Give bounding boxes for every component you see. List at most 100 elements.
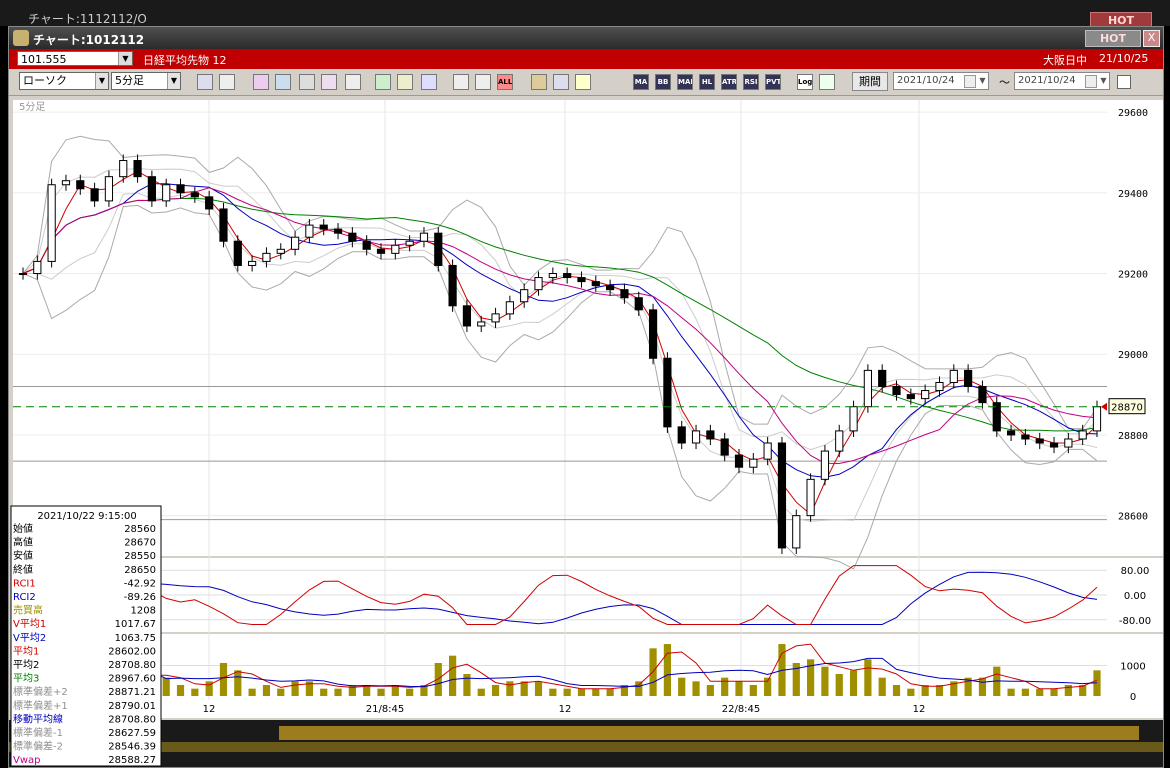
- window-titlebar[interactable]: チャート:1012112 HOT X: [9, 27, 1163, 49]
- candle-body: [76, 180, 85, 190]
- candle-body: [648, 309, 658, 359]
- volume-bar: [363, 685, 371, 696]
- candle-body: [1092, 406, 1102, 432]
- volume-bar: [921, 685, 929, 696]
- close-icon[interactable]: X: [1143, 30, 1160, 47]
- bollinger-upper2: [22, 135, 1098, 430]
- volume-tick-label: 1000: [1120, 661, 1145, 672]
- volume-bar: [849, 670, 858, 696]
- overview-range-bar: [279, 726, 1139, 740]
- data-window-value: 1208: [131, 606, 156, 617]
- candle-body: [233, 240, 242, 266]
- export-icon[interactable]: [819, 74, 835, 90]
- volume-bar: [1064, 685, 1072, 696]
- volume-bar: [807, 659, 815, 696]
- instrument-info-row: 101.555 ▼ 日経平均先物 12 大阪日中 21/10/25: [9, 49, 1163, 69]
- price-axis-bg: [1107, 100, 1163, 556]
- candle-body: [563, 273, 572, 279]
- draw-icon[interactable]: [375, 74, 391, 90]
- rci2-line: [23, 571, 1098, 625]
- search-icon[interactable]: [275, 74, 291, 90]
- chevron-down-icon[interactable]: ▼: [95, 73, 108, 89]
- palette-icon[interactable]: [575, 74, 591, 90]
- range-checkbox[interactable]: [1117, 75, 1131, 89]
- bb-button[interactable]: BB: [655, 74, 671, 90]
- log-button[interactable]: Log: [797, 74, 813, 90]
- background-window-title: チャート:1112112/O: [28, 12, 147, 26]
- volume-bar: [950, 681, 958, 696]
- candle-body: [577, 277, 586, 283]
- date-to-input[interactable]: 2021/10/24 ▼: [1014, 72, 1110, 90]
- candle-body: [835, 430, 844, 452]
- candle-body: [47, 184, 56, 262]
- volume-tick-label: 0: [1130, 692, 1136, 703]
- price-tick-label: 29200: [1118, 270, 1148, 281]
- candle-body: [964, 369, 973, 388]
- mae-button[interactable]: MAE: [677, 74, 693, 90]
- atr-button[interactable]: ATR: [721, 74, 737, 90]
- volume-bar: [506, 681, 514, 696]
- compare-icon[interactable]: [299, 74, 315, 90]
- volume-bar: [176, 685, 185, 696]
- instrument-name: 日経平均先物 12: [143, 54, 227, 67]
- main-panel-bg: [13, 100, 1107, 556]
- calendar-icon[interactable]: [964, 75, 976, 88]
- candle-body: [935, 381, 944, 392]
- tools-icon[interactable]: [553, 74, 569, 90]
- select-icon[interactable]: [397, 74, 413, 90]
- volume-bar: [391, 685, 399, 696]
- chevron-down-icon[interactable]: ▼: [118, 52, 132, 65]
- rci1-line: [23, 565, 1098, 625]
- chart-type-value: ローソク: [23, 74, 67, 87]
- date-label: 21/10/25: [1099, 52, 1149, 65]
- code-select[interactable]: 101.555 ▼: [17, 51, 133, 66]
- pvt-button[interactable]: PVT: [765, 74, 781, 90]
- chevron-down-icon[interactable]: ▼: [167, 73, 180, 89]
- current-price-label: 28870: [1111, 403, 1143, 414]
- data-window-label: 平均3: [13, 673, 39, 685]
- calendar-icon[interactable]: [1085, 75, 1097, 88]
- candle-body: [419, 232, 429, 242]
- period-button[interactable]: 期間: [852, 72, 888, 91]
- toolbar: ローソク ▼ 5分足 ▼ ALL MA BB MAE HL ATR RSI PVT Log 期間…: [9, 69, 1163, 96]
- download-icon[interactable]: [253, 74, 269, 90]
- candle-body: [205, 196, 214, 210]
- candle2-icon[interactable]: [475, 74, 491, 90]
- all-button[interactable]: ALL: [497, 74, 513, 90]
- print-icon[interactable]: [345, 74, 361, 90]
- data-window-value: 28650: [124, 565, 156, 576]
- chart-type-select[interactable]: ローソク ▼: [19, 72, 109, 90]
- data-window-value: 28790.01: [108, 701, 156, 712]
- session-label: 大阪日中: [1043, 54, 1087, 67]
- volume-average-1: [22, 643, 1098, 693]
- candle-icon[interactable]: [453, 74, 469, 90]
- undo-icon[interactable]: [421, 74, 437, 90]
- chevron-down-icon[interactable]: ▼: [979, 76, 986, 85]
- volume-bar: [406, 688, 414, 696]
- candle-body: [162, 184, 171, 202]
- volume-bar: [520, 681, 528, 696]
- candle-body: [448, 264, 457, 307]
- candle-body: [620, 289, 629, 299]
- timeframe-select[interactable]: 5分足 ▼: [111, 72, 181, 90]
- price-chart[interactable]: 29600 29400 29200 29000 28800 28600 5分足 28870 80…: [9, 96, 1163, 767]
- zoom-icon[interactable]: [197, 74, 213, 90]
- data-window-label: 平均2: [13, 659, 39, 671]
- hl-button[interactable]: HL: [699, 74, 715, 90]
- exchange-icon[interactable]: [321, 74, 337, 90]
- volume-bar: [191, 688, 199, 696]
- oscillator-tick-label: 0.00: [1124, 591, 1146, 602]
- chevron-down-icon[interactable]: ▼: [1100, 76, 1107, 85]
- rsi-button[interactable]: RSI: [743, 74, 759, 90]
- ma-button[interactable]: MA: [633, 74, 649, 90]
- cursor-icon[interactable]: [219, 74, 235, 90]
- hot-button[interactable]: HOT: [1085, 30, 1141, 47]
- candle-body: [405, 240, 414, 246]
- candle-body: [505, 301, 514, 315]
- date-from-input[interactable]: 2021/10/24 ▼: [893, 72, 989, 90]
- volume-bar: [907, 688, 915, 696]
- window-title: チャート:1012112: [33, 33, 145, 47]
- time-axis-label: 12: [559, 704, 572, 715]
- settings-icon[interactable]: [531, 74, 547, 90]
- volume-bar: [835, 674, 843, 696]
